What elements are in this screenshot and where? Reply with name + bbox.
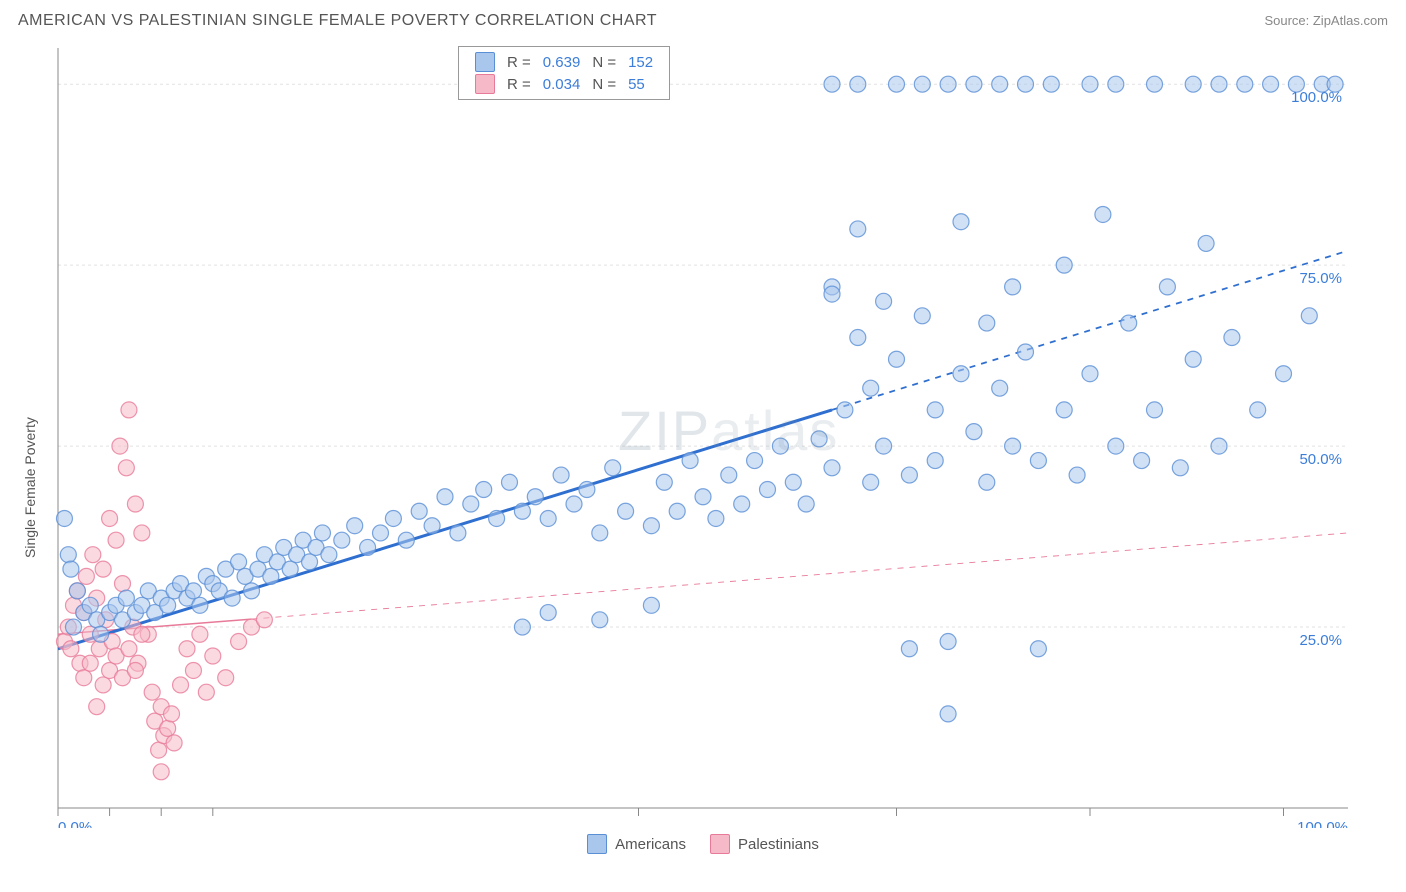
scatter-chart-svg: 25.0% 50.0% 75.0% 100.0% 0.0% 100.0% xyxy=(18,38,1388,828)
svg-text:0.0%: 0.0% xyxy=(58,819,92,828)
correlation-legend: R =0.639N =152R =0.034N =55 xyxy=(458,46,670,100)
legend-swatch-americans xyxy=(587,834,607,854)
legend-label-americans: Americans xyxy=(615,836,686,853)
svg-text:75.0%: 75.0% xyxy=(1299,270,1342,287)
legend-label-palestinians: Palestinians xyxy=(738,836,819,853)
svg-text:100.0%: 100.0% xyxy=(1297,819,1348,828)
svg-text:25.0%: 25.0% xyxy=(1299,632,1342,649)
series-legend: Americans Palestinians xyxy=(0,834,1406,854)
source-label: Source: ZipAtlas.com xyxy=(1264,13,1388,28)
svg-text:100.0%: 100.0% xyxy=(1291,89,1342,106)
y-axis-label: Single Female Poverty xyxy=(22,417,38,558)
legend-americans: Americans xyxy=(587,834,686,854)
chart-title: AMERICAN VS PALESTINIAN SINGLE FEMALE PO… xyxy=(18,12,657,30)
legend-swatch-palestinians xyxy=(710,834,730,854)
chart-area: Single Female Poverty ZIPatlas 25.0%50.0… xyxy=(18,38,1388,828)
legend-palestinians: Palestinians xyxy=(710,834,819,854)
svg-text:50.0%: 50.0% xyxy=(1299,451,1342,468)
